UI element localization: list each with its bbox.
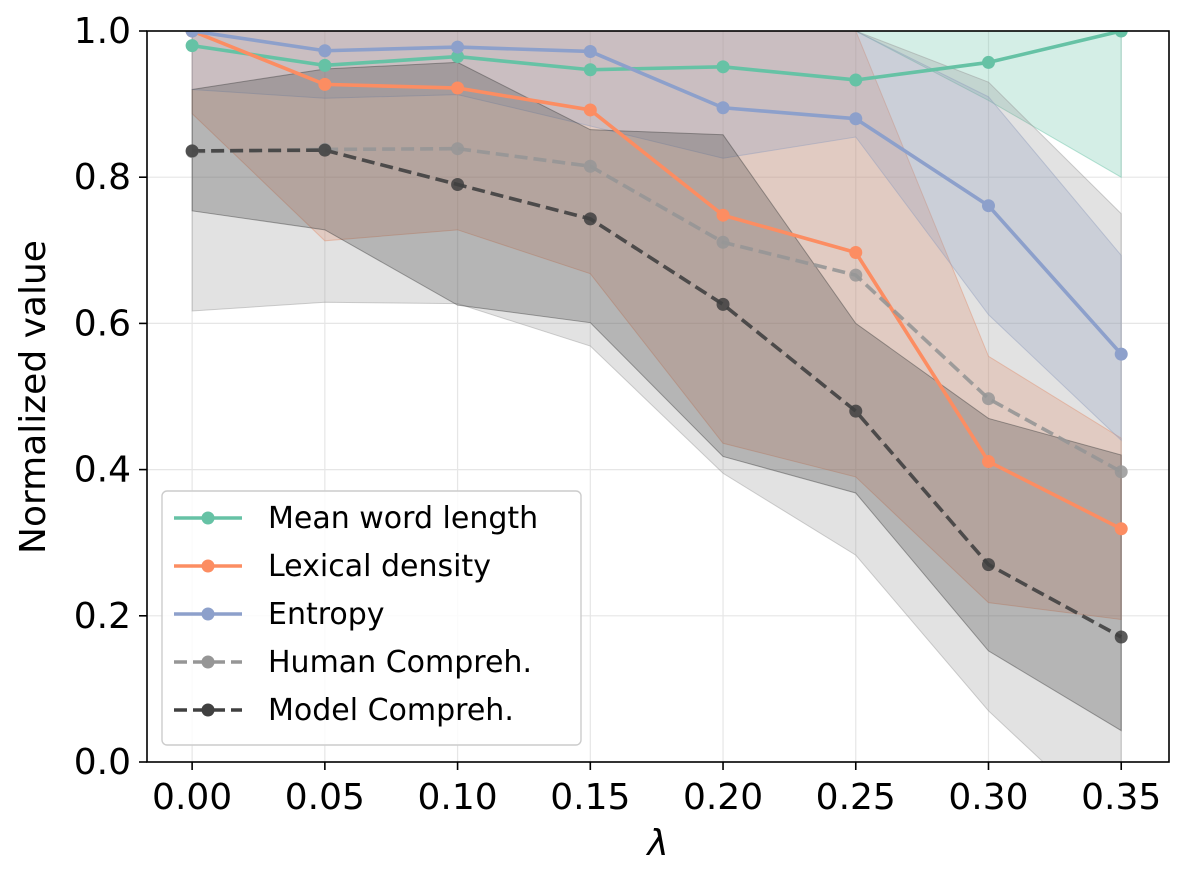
model-compreh-point — [1114, 630, 1128, 644]
entropy-point — [1114, 347, 1128, 361]
model-compreh-point — [583, 212, 597, 226]
lexical-density-point — [451, 81, 465, 95]
entropy-point — [716, 101, 730, 115]
legend-lexical-density-label: Lexical density — [268, 549, 491, 584]
entropy-point — [185, 31, 199, 38]
y-tick-label: 0.8 — [74, 157, 131, 198]
legend-human-compreh-label: Human Compreh. — [268, 645, 532, 680]
lexical-density-point — [583, 103, 597, 117]
human-compreh-point — [451, 142, 465, 156]
mean-word-length-point — [318, 58, 332, 72]
model-compreh-point — [981, 558, 995, 572]
legend-mean-word-length-label: Mean word length — [268, 501, 538, 536]
x-axis-label: λ — [645, 823, 668, 864]
legend-entropy-label: Entropy — [268, 597, 385, 632]
series-lines — [191, 31, 1123, 639]
y-tick-label: 0.6 — [74, 303, 131, 344]
plot-frame — [146, 30, 1170, 763]
entropy-point — [583, 44, 597, 58]
x-tick-label: 0.00 — [152, 777, 232, 818]
mean-word-length-point — [583, 63, 597, 77]
entropy-band — [191, 31, 1122, 442]
lexical-density-point — [1114, 522, 1128, 536]
mean-word-length-line — [191, 31, 1122, 82]
x-tick-label: 0.30 — [948, 777, 1028, 818]
mean-word-length-point — [185, 39, 199, 53]
x-tick-label: 0.15 — [550, 777, 630, 818]
legend: Mean word length Lexical density Entropy Hu… — [161, 490, 582, 746]
entropy-line — [191, 31, 1123, 356]
lexical-density-line — [191, 31, 1123, 531]
model-compreh-band — [191, 61, 1122, 732]
x-tick-label: 0.35 — [1081, 777, 1161, 818]
series-points — [185, 31, 1128, 644]
x-tick-label: 0.05 — [285, 777, 365, 818]
human-compreh-point — [849, 268, 863, 282]
y-axis-label: Normalized value — [13, 240, 54, 554]
lexical-density-band — [191, 31, 1122, 621]
x-tick-label: 0.20 — [683, 777, 763, 818]
y-tick-label: 0.2 — [74, 596, 131, 637]
legend-human-compreh-marker — [201, 655, 215, 669]
legend-lexical-density-marker — [201, 559, 215, 573]
human-compreh-band — [191, 31, 1122, 762]
lexical-density-point — [716, 208, 730, 222]
lexical-density-point — [318, 77, 332, 91]
x-axis-ticks: 0.00 0.05 0.10 0.15 0.20 0.25 0.30 0.35 — [152, 762, 1161, 818]
model-compreh-point — [716, 297, 730, 311]
model-compreh-point — [849, 404, 863, 418]
mean-word-length-point — [716, 60, 730, 74]
model-compreh-line — [192, 148, 1123, 639]
legend-model-compreh-marker — [201, 703, 215, 717]
confidence-bands — [191, 31, 1122, 762]
mean-word-length-point — [981, 55, 995, 69]
model-compreh-point — [185, 144, 199, 158]
entropy-point — [981, 199, 995, 213]
mean-word-length-point — [451, 50, 465, 64]
entropy-point — [451, 40, 465, 54]
y-axis-ticks: 0.0 0.2 0.4 0.6 0.8 1.0 — [74, 11, 147, 783]
mean-word-length-point — [849, 73, 863, 87]
legend-entropy-marker — [201, 607, 215, 621]
human-compreh-point — [716, 235, 730, 249]
x-tick-label: 0.25 — [816, 777, 896, 818]
entropy-point — [318, 44, 332, 58]
mean-word-length-band — [192, 31, 1122, 179]
human-compreh-point — [583, 159, 597, 173]
lexical-density-point — [981, 455, 995, 469]
lexical-density-point — [849, 245, 863, 259]
y-tick-label: 0.0 — [74, 742, 131, 783]
y-tick-label: 1.0 — [74, 11, 131, 52]
mean-word-length-point — [1114, 31, 1128, 38]
x-tick-label: 0.10 — [418, 777, 498, 818]
model-compreh-point — [318, 143, 332, 157]
legend-model-compreh-label: Model Compreh. — [268, 693, 514, 728]
human-compreh-point — [1114, 465, 1128, 479]
model-compreh-point — [451, 178, 465, 192]
legend-mean-word-length-marker — [201, 511, 215, 525]
entropy-point — [849, 112, 863, 126]
legend-box — [161, 490, 582, 746]
human-compreh-line — [192, 146, 1123, 474]
y-tick-label: 0.4 — [74, 450, 131, 491]
human-compreh-point — [981, 392, 995, 406]
